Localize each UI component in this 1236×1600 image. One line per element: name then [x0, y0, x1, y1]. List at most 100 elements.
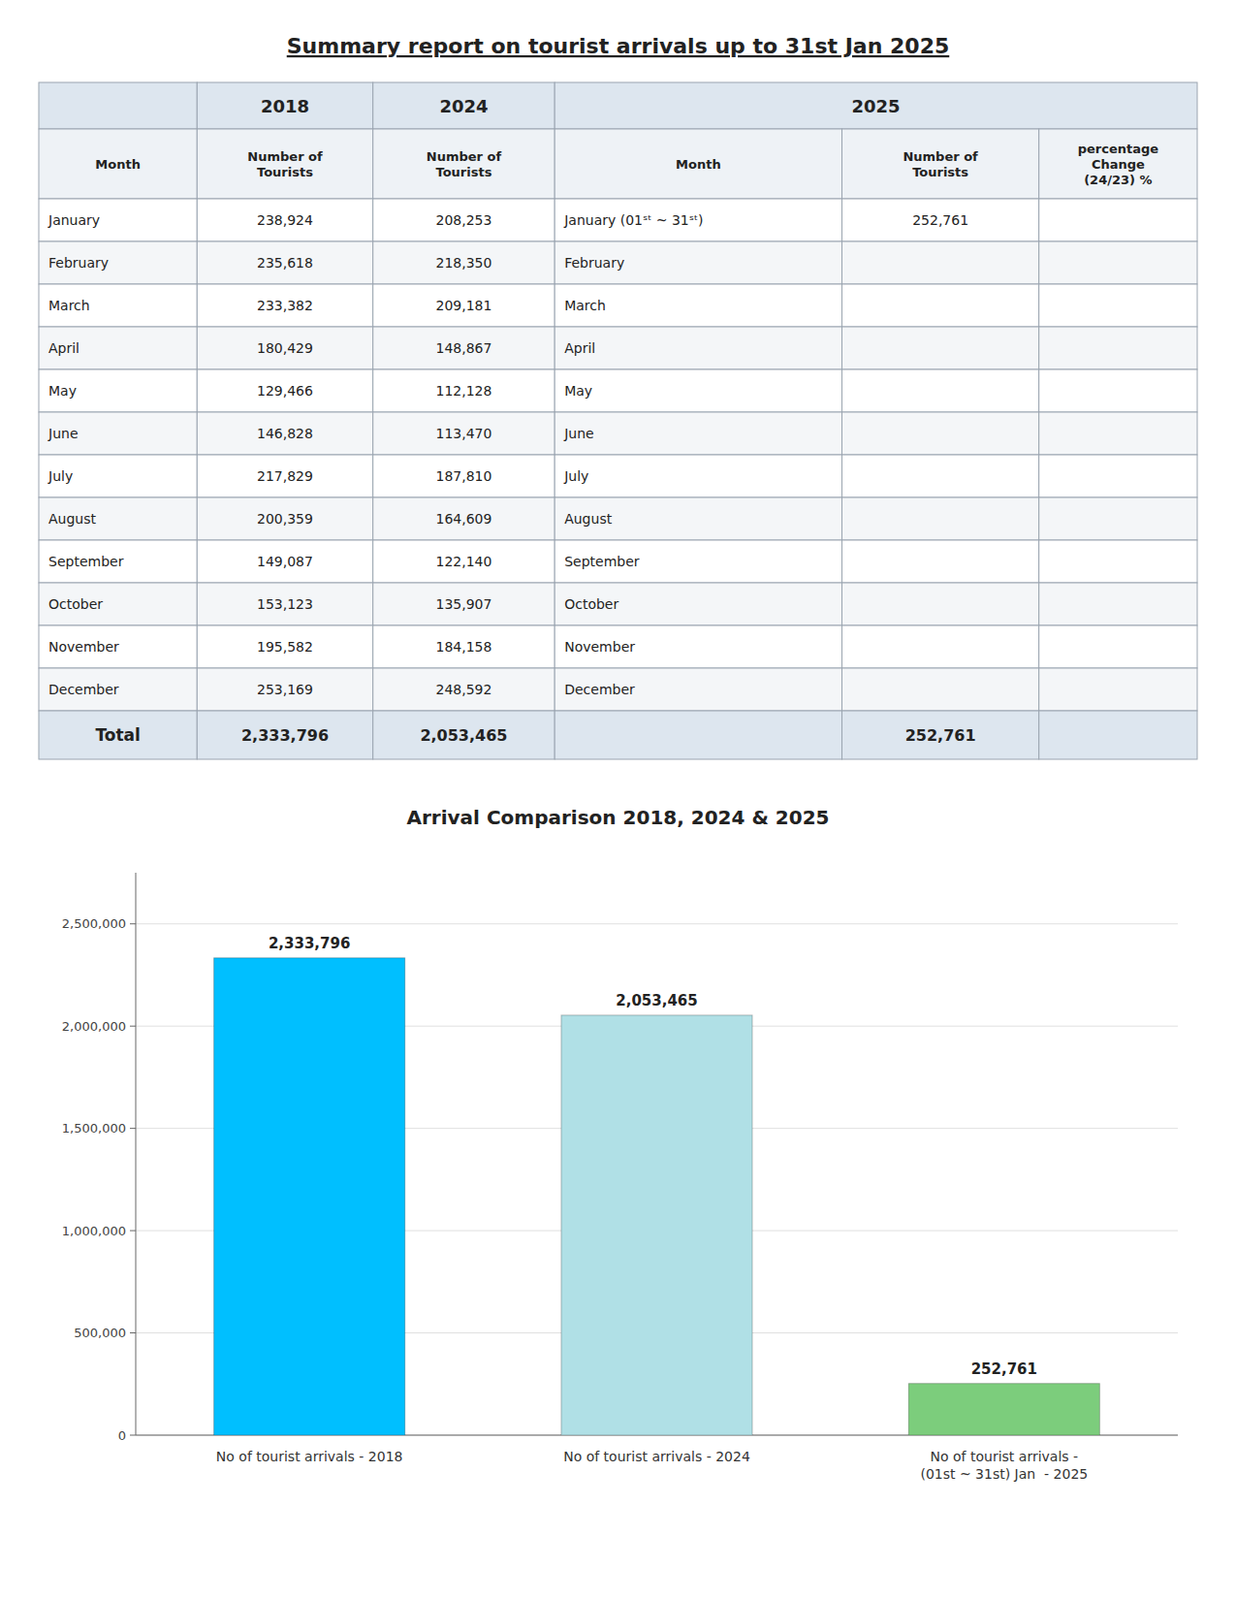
tick-label: 500,000: [73, 1325, 127, 1340]
table-cell: [1039, 625, 1198, 668]
cell-value: 233,382: [256, 297, 314, 314]
table-cell: [554, 582, 842, 626]
row-label: July: [47, 468, 73, 484]
value-cell: [373, 667, 555, 711]
total-cell: [38, 710, 197, 760]
grid-line: [135, 922, 1178, 924]
value-cell: [373, 497, 555, 540]
cell-value: 148,867: [435, 340, 492, 356]
bar: [908, 1383, 1100, 1435]
cell-value: 217,829: [256, 468, 314, 484]
cell-value: 195,582: [256, 638, 314, 655]
cell-value: 209,181: [435, 297, 492, 314]
table-cell: [554, 284, 842, 327]
table-cell: [554, 454, 842, 498]
value-cell: [373, 582, 555, 626]
table-cell: [1039, 284, 1198, 327]
cell-value: 135,907: [435, 596, 492, 612]
total-cell: [196, 710, 373, 760]
value-cell: [842, 326, 1040, 370]
table-cell: [1039, 326, 1198, 370]
table-cell: [1039, 582, 1198, 626]
value-cell: [842, 582, 1040, 626]
table-cell: [38, 369, 197, 412]
cell-value: 218,350: [435, 254, 492, 271]
value-cell: [196, 241, 373, 285]
value-cell: [373, 625, 555, 668]
column-label: Number ofTourists: [902, 149, 979, 180]
row-label: June: [47, 425, 79, 442]
value-cell: [196, 667, 373, 711]
total-value: 2,333,796: [241, 726, 329, 745]
series-name: 2025: [852, 95, 901, 117]
table-cell: [38, 241, 197, 285]
value-cell: [373, 412, 555, 455]
value-cell: [842, 412, 1040, 455]
table-cell: [1039, 539, 1198, 583]
total-cell: [842, 710, 1040, 760]
total-value: 252,761: [905, 726, 977, 745]
value-cell: [373, 326, 555, 370]
value-cell: [842, 284, 1040, 327]
total-label: Total: [95, 725, 140, 745]
row-label: May: [48, 382, 77, 399]
value-cell: [373, 284, 555, 327]
row-label: June: [563, 425, 595, 442]
value-cell: [373, 539, 555, 583]
table-cell: [554, 412, 842, 455]
cell-value: 248,592: [435, 681, 492, 698]
header-cell: [1039, 128, 1198, 199]
table-cell: [38, 625, 197, 668]
header-cell: [38, 82, 197, 129]
value-cell: [196, 454, 373, 498]
value-cell: [196, 198, 373, 242]
row-label: November: [48, 638, 120, 655]
page: Summary report on tourist arrivals up to…: [0, 0, 1236, 1600]
row-label: August: [564, 510, 613, 527]
tick-label: 0: [118, 1427, 127, 1443]
value-cell: [842, 369, 1040, 412]
bar: [561, 1014, 753, 1435]
total-cell: [1039, 710, 1198, 760]
table-cell: [38, 198, 197, 242]
table-cell: [38, 454, 197, 498]
header-cell: [196, 82, 373, 129]
cell-value: 184,158: [435, 638, 492, 655]
row-label: October: [48, 596, 103, 612]
header-cell: [554, 82, 1198, 129]
row-label: December: [564, 681, 635, 698]
row-label: September: [564, 553, 640, 570]
cell-value: 200,359: [256, 510, 314, 527]
value-cell: [196, 284, 373, 327]
table-cell: [554, 241, 842, 285]
value-cell: [842, 198, 1040, 242]
value-cell: [373, 241, 555, 285]
series-name: 2018: [260, 95, 310, 117]
table-cell: [554, 625, 842, 668]
cell-value: 164,609: [435, 510, 492, 527]
row-label: December: [48, 681, 120, 698]
column-label: percentageChange(24/23) %: [1077, 141, 1160, 187]
table-cell: [1039, 412, 1198, 455]
table-cell: [38, 582, 197, 626]
tick-mark: [129, 1230, 136, 1232]
category-label: No of tourist arrivals - 2024: [563, 1448, 751, 1464]
value-cell: [842, 667, 1040, 711]
total-cell: [554, 710, 842, 760]
tick-label: 1,000,000: [62, 1223, 127, 1238]
bars: [214, 957, 1101, 1435]
tick-label: 2,500,000: [62, 916, 127, 931]
table-cell: [1039, 667, 1198, 711]
cell-value: 252,761: [912, 212, 969, 228]
header-cell: [196, 128, 373, 199]
tick-mark: [129, 922, 136, 924]
table-cell: [38, 284, 197, 327]
table-cell: [1039, 241, 1198, 285]
tick-label: 1,500,000: [62, 1120, 127, 1136]
column-label: Number ofTourists: [247, 149, 323, 180]
total-cell: [373, 710, 555, 760]
value-cell: [842, 241, 1040, 285]
table-cell: [554, 198, 842, 242]
tick-mark: [129, 1127, 136, 1129]
value-cell: [196, 412, 373, 455]
